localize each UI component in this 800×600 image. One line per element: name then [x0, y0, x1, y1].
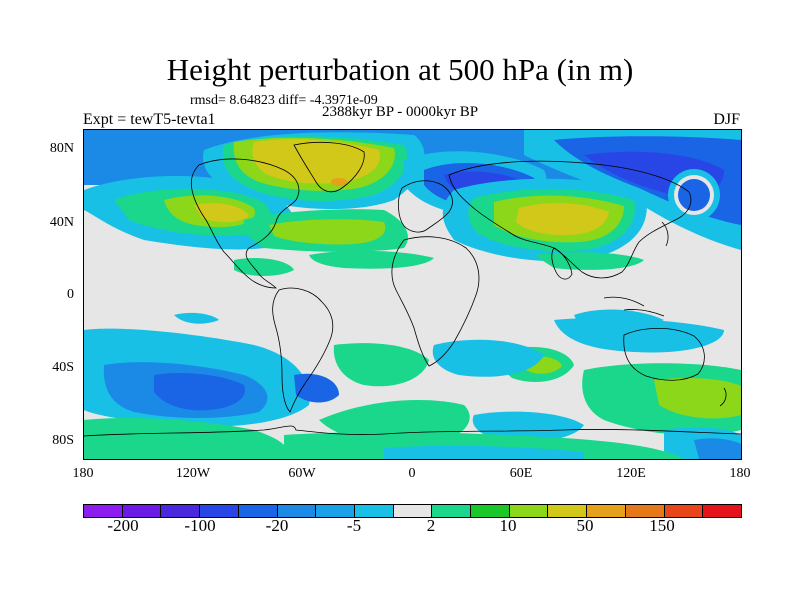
coast-antarctica — [84, 425, 741, 437]
colorbar-tick-label: -5 — [346, 516, 362, 535]
colorbar-swatch — [84, 505, 123, 517]
lat-label: 80S — [52, 433, 74, 448]
field-antarctic-cyan — [384, 445, 584, 459]
colorbar-tick-label: 10 — [499, 516, 517, 535]
coast-australia — [623, 328, 705, 381]
period-subtitle: 2388kyr BP - 0000kyr BP — [322, 104, 479, 120]
colorbar-swatch — [703, 505, 741, 517]
coast-africa — [391, 236, 480, 367]
field-asia-ridge-yellow — [516, 203, 609, 236]
field-sh-sa-blue — [294, 373, 339, 403]
colorbar-tick-label: -100 — [184, 516, 216, 535]
colorbar-swatch — [548, 505, 588, 517]
coast-japan — [661, 221, 669, 247]
colorbar-swatch — [509, 505, 549, 517]
lon-label: 60W — [288, 466, 316, 481]
lat-label: 40S — [52, 360, 74, 375]
colorbar-tick-label: 150 — [649, 516, 675, 535]
contour-map — [84, 130, 741, 459]
coast-south-america — [272, 287, 334, 413]
field-subtropic-green-as — [534, 252, 644, 270]
field-sh-lime-5 — [654, 377, 741, 419]
coastlines — [84, 141, 741, 437]
field-subtropic-green-af — [309, 250, 434, 269]
colorbar-swatch — [354, 505, 394, 517]
colorbar-swatch — [471, 505, 510, 517]
field-na-ridge-yellow — [194, 203, 249, 223]
colorbar-swatch — [277, 505, 317, 517]
coast-india — [551, 247, 573, 280]
lon-label: 120E — [616, 466, 646, 481]
lat-label: 40N — [49, 215, 74, 230]
colorbar-swatch — [664, 505, 704, 517]
colorbar-swatch — [316, 505, 355, 517]
field-sh-cyan-1 — [432, 339, 544, 377]
field-equator-cyan-1 — [174, 312, 219, 324]
colorbar-swatch — [587, 505, 626, 517]
coast-north-america — [190, 158, 300, 289]
colorbar-swatch — [625, 505, 665, 517]
coast-asia — [448, 160, 692, 279]
lon-label: 180 — [729, 466, 751, 481]
lat-label: 0 — [67, 287, 74, 302]
colorbar-swatch — [122, 505, 162, 517]
colorbar-tick-label: 2 — [426, 516, 436, 535]
field-sh-blue-4 — [694, 438, 741, 459]
field-sh-green-1 — [84, 418, 288, 459]
field-pacific-ring-blue — [678, 179, 710, 211]
field-sh-cyan-2 — [554, 318, 724, 353]
field-sh-cyan-3 — [472, 411, 584, 442]
colorbar-tick-label: 50 — [576, 516, 594, 535]
colorbar-tick-label: -200 — [107, 516, 139, 535]
map-panel — [83, 129, 742, 460]
plot-title: Height perturbation at 500 hPa (in m) — [166, 52, 634, 87]
colorbar-swatch — [238, 505, 278, 517]
colorbar-swatch — [200, 505, 239, 517]
colorbar-swatch — [161, 505, 201, 517]
coast-new-zealand — [719, 387, 727, 407]
coast-greenland — [293, 141, 365, 193]
colorbar — [83, 504, 742, 518]
coast-indonesia — [603, 296, 665, 317]
experiment-label: Expt = tewT5-tevta1 — [83, 111, 216, 128]
colorbar-swatch — [393, 505, 433, 517]
lon-label: 120W — [175, 466, 211, 481]
field-sh-green-2 — [333, 343, 429, 387]
field-greenland-high-yellow — [252, 139, 380, 184]
stats-subtitle: rmsd= 8.64823 diff= -4.3971e-09 — [190, 93, 378, 108]
coast-europe — [398, 180, 453, 233]
field-subtropic-green-na — [234, 258, 294, 276]
colorbar-swatch — [432, 505, 472, 517]
field-atlantic-lime — [269, 219, 386, 245]
lon-label: 180 — [72, 466, 94, 481]
season-label: DJF — [713, 111, 740, 128]
lat-label: 80N — [49, 141, 74, 156]
lon-label: 0 — [408, 466, 416, 481]
field-sh-pacific-deep — [154, 373, 245, 411]
colorbar-tick-label: -20 — [265, 516, 289, 535]
field-greenland-high-orange — [331, 178, 347, 186]
lon-label: 60E — [509, 466, 533, 481]
